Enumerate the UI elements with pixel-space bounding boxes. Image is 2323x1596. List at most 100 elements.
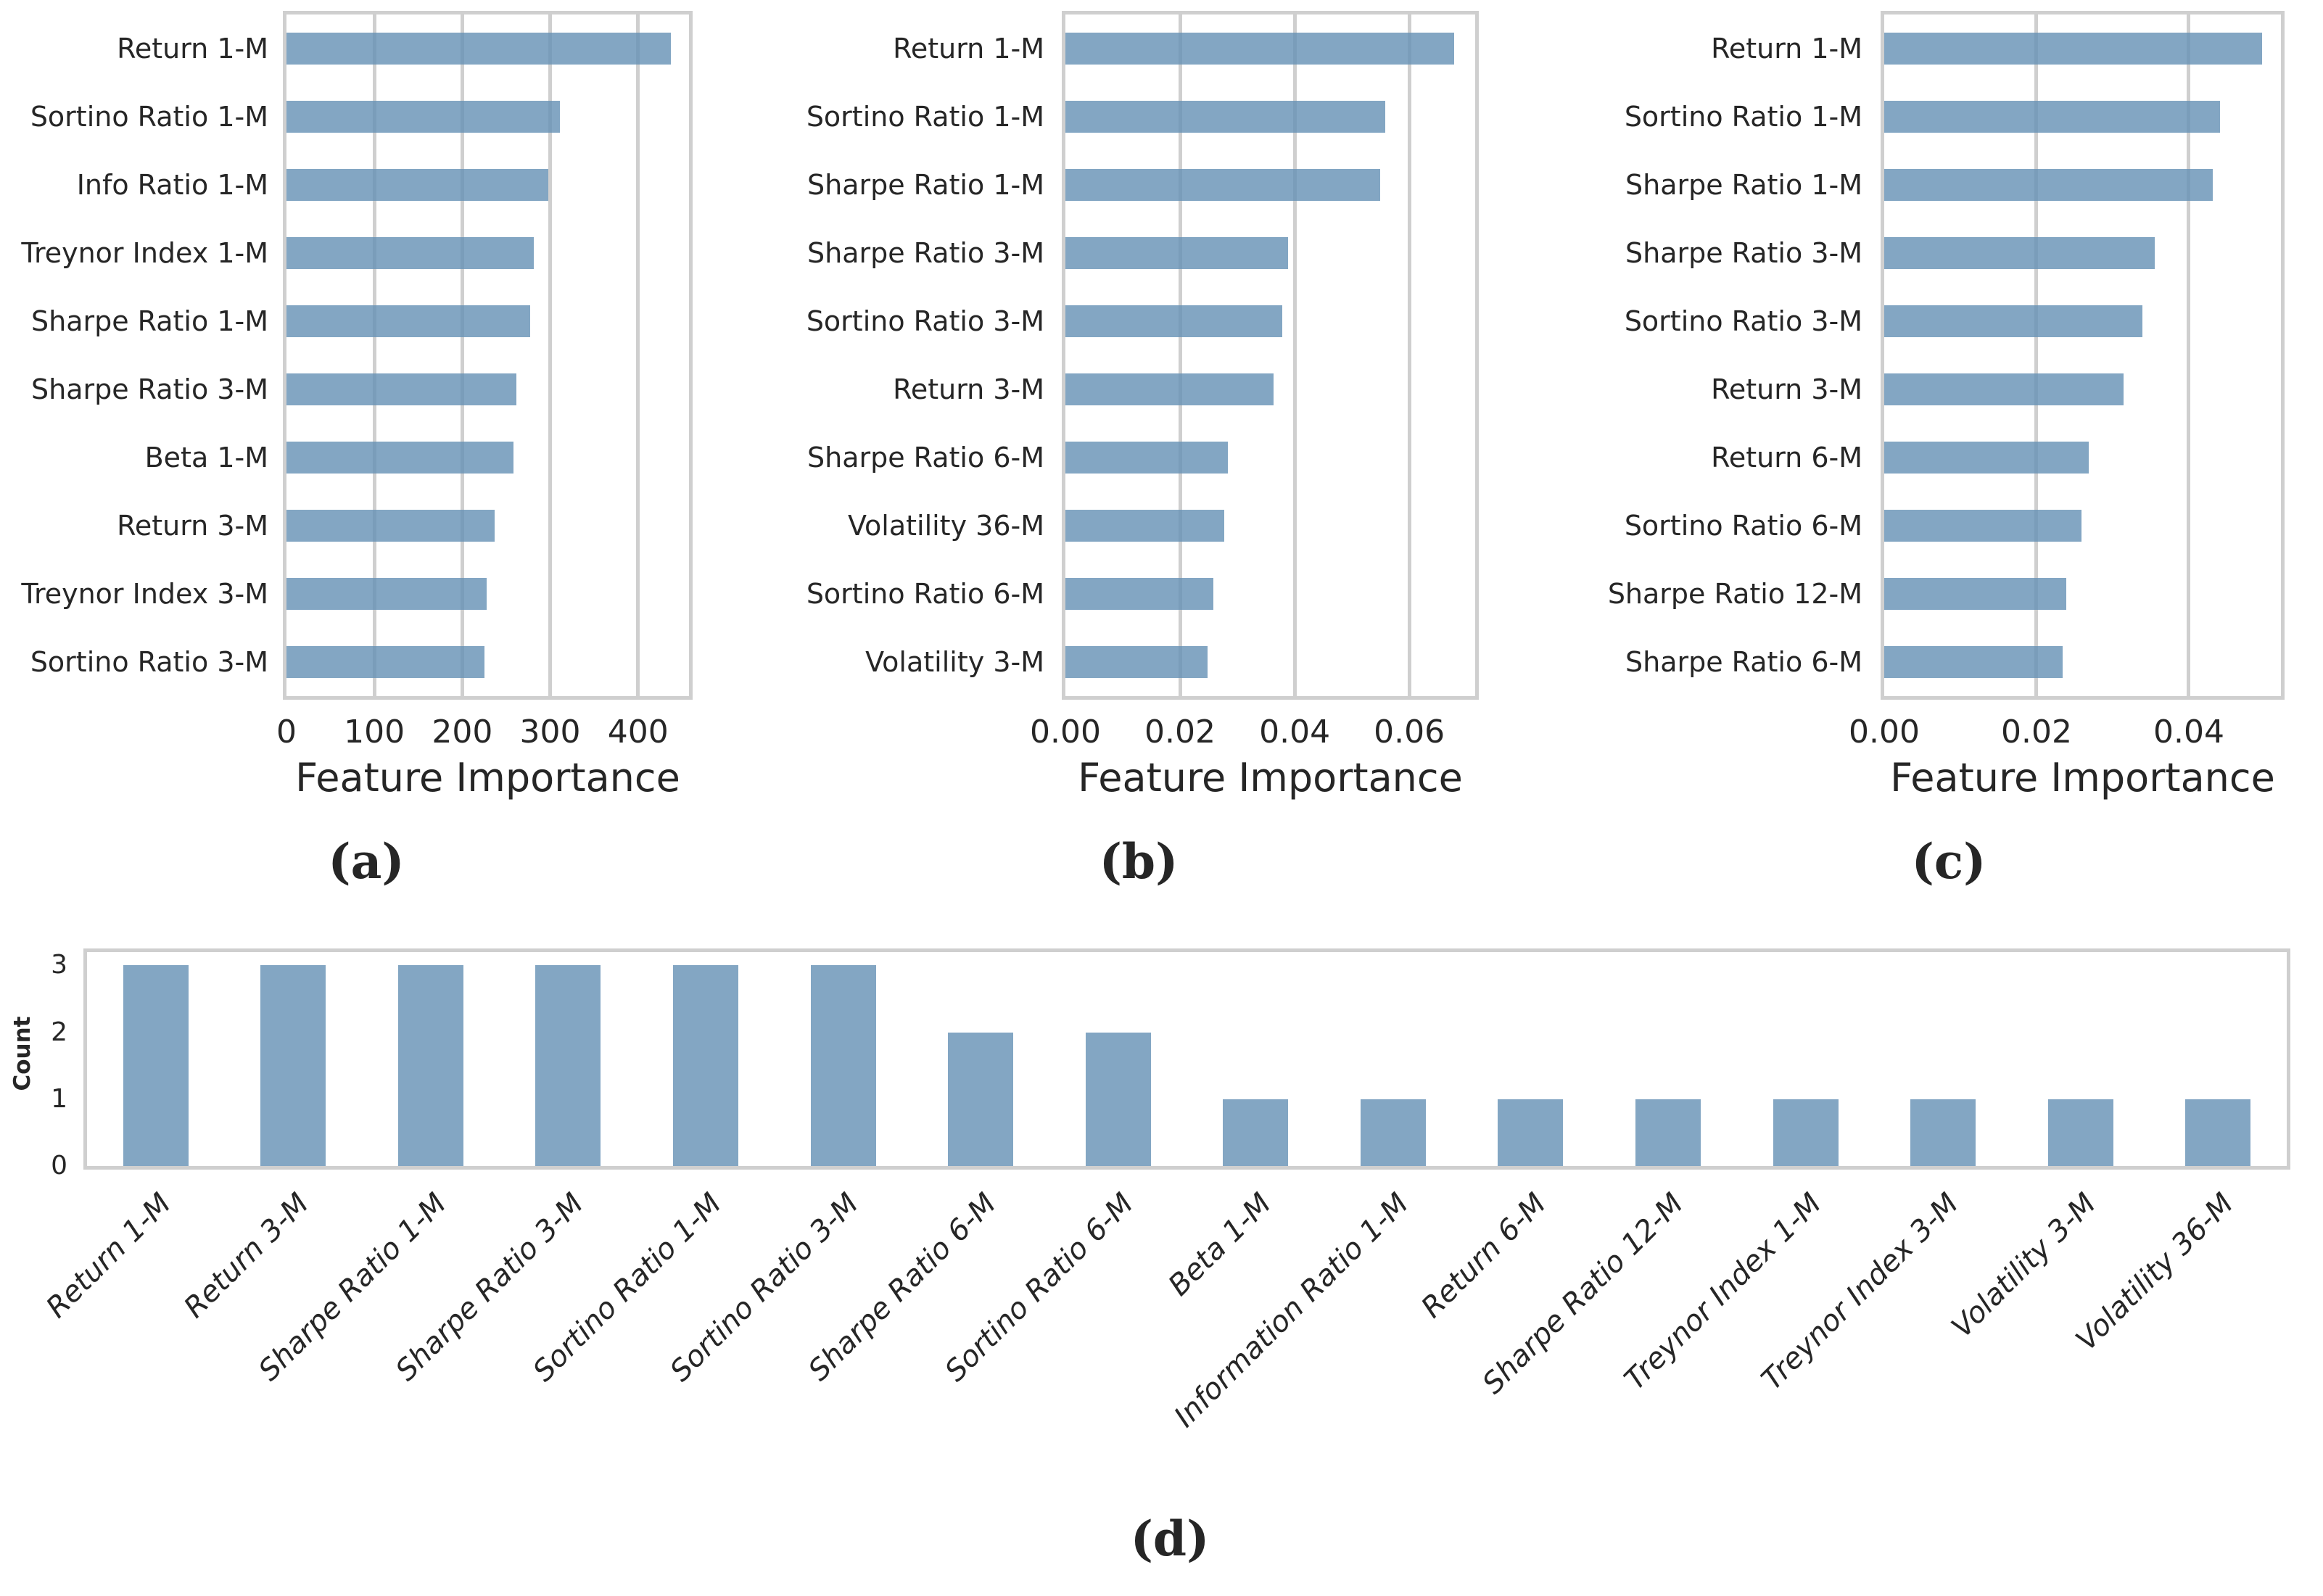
- category-label-return-3-m: Return 3-M: [117, 510, 268, 542]
- category-label-sharpe-ratio-1-m: Sharpe Ratio 1-M: [806, 169, 1044, 201]
- x-axis-title-a: Feature Importance: [295, 755, 680, 801]
- x-tick-a-300: 300: [519, 714, 581, 751]
- subfigure-caption-b: (b): [1099, 833, 1179, 890]
- x-tick-c-0.02: 0.02: [2000, 714, 2072, 751]
- category-label-sortino-ratio-1-m: Sortino Ratio 1-M: [30, 101, 268, 133]
- bar-treynor-index-3-m: [1910, 1099, 1976, 1166]
- y-tick-d-0: 0: [51, 1151, 67, 1181]
- category-label-sharpe-ratio-12-m: Sharpe Ratio 12-M: [1607, 578, 1862, 610]
- x-tick-b-0.04: 0.04: [1259, 714, 1331, 751]
- plot-area-a: [283, 11, 693, 700]
- bar-return-1-m: [1884, 33, 2262, 65]
- x-tick-b-0.06: 0.06: [1374, 714, 1445, 751]
- bar-treynor-index-1-m: [286, 237, 534, 269]
- bar-information-ratio-1-m: [1360, 1099, 1426, 1166]
- x-axis-title-c: Feature Importance: [1890, 755, 2275, 801]
- bar-sharpe-ratio-3-m: [1884, 237, 2155, 269]
- category-label-volatility-36-m: Volatility 36-M: [847, 510, 1044, 542]
- bar-volatility-36-m: [1065, 510, 1224, 542]
- x-category-label-return-3-m: Return 3-M: [178, 1186, 315, 1325]
- bar-volatility-3-m: [2047, 1099, 2113, 1166]
- gridline-c-0.02: [2034, 15, 2039, 696]
- bar-sharpe-ratio-12-m: [1635, 1099, 1701, 1166]
- category-label-return-6-m: Return 6-M: [1711, 442, 1862, 474]
- y-tick-d-1: 1: [51, 1083, 67, 1114]
- x-category-label-information-ratio-1-m: Information Ratio 1-M: [1168, 1186, 1416, 1434]
- category-label-sharpe-ratio-6-m: Sharpe Ratio 6-M: [1625, 646, 1862, 678]
- category-label-return-3-m: Return 3-M: [1711, 373, 1862, 405]
- bar-sharpe-ratio-12-m: [1884, 578, 2066, 610]
- x-category-label-beta-1-m: Beta 1-M: [1162, 1186, 1278, 1303]
- x-axis-title-b: Feature Importance: [1078, 755, 1463, 801]
- bar-sharpe-ratio-6-m: [948, 1032, 1014, 1166]
- y-tick-d-2: 2: [51, 1017, 67, 1047]
- bar-sharpe-ratio-1-m: [397, 965, 463, 1166]
- bar-sortino-ratio-1-m: [1884, 101, 2220, 133]
- bar-sharpe-ratio-1-m: [286, 305, 530, 337]
- category-label-sortino-ratio-3-m: Sortino Ratio 3-M: [1624, 305, 1862, 337]
- category-label-return-1-m: Return 1-M: [1711, 33, 1862, 65]
- bar-sharpe-ratio-1-m: [1065, 169, 1380, 201]
- bar-sortino-ratio-3-m: [810, 965, 876, 1166]
- bar-return-6-m: [1498, 1099, 1564, 1166]
- category-label-sortino-ratio-1-m: Sortino Ratio 1-M: [1624, 101, 1862, 133]
- x-tick-a-0: 0: [276, 714, 297, 751]
- bar-return-3-m: [260, 965, 326, 1166]
- bar-sortino-ratio-3-m: [1884, 305, 2142, 337]
- gridline-a-200: [460, 15, 464, 696]
- gridline-b-0.06: [1407, 15, 1411, 696]
- gridline-b-0.04: [1292, 15, 1297, 696]
- bar-return-6-m: [1884, 442, 2089, 474]
- bar-sortino-ratio-3-m: [286, 646, 484, 678]
- bar-sharpe-ratio-3-m: [1065, 237, 1288, 269]
- bar-return-3-m: [286, 510, 495, 542]
- gridline-a-100: [372, 15, 376, 696]
- category-label-return-1-m: Return 1-M: [893, 33, 1044, 65]
- bar-volatility-3-m: [1065, 646, 1208, 678]
- bar-return-3-m: [1884, 373, 2124, 405]
- gridline-a-400: [636, 15, 640, 696]
- subfigure-caption-c: (c): [1911, 833, 1986, 890]
- x-tick-b-0.02: 0.02: [1144, 714, 1216, 751]
- gridline-a-300: [548, 15, 553, 696]
- bar-beta-1-m: [286, 442, 513, 474]
- bar-sortino-ratio-6-m: [1085, 1032, 1151, 1166]
- bar-return-1-m: [286, 33, 671, 65]
- bar-sortino-ratio-3-m: [1065, 305, 1282, 337]
- subfigure-caption-a: (a): [328, 833, 405, 890]
- plot-area-c: [1881, 11, 2285, 700]
- category-label-sortino-ratio-1-m: Sortino Ratio 1-M: [806, 101, 1044, 133]
- gridline-c-0.04: [2187, 15, 2191, 696]
- category-label-sortino-ratio-3-m: Sortino Ratio 3-M: [30, 646, 268, 678]
- category-label-return-3-m: Return 3-M: [893, 373, 1044, 405]
- category-label-volatility-3-m: Volatility 3-M: [865, 646, 1044, 678]
- subfigure-caption-d: (d): [1130, 1510, 1210, 1567]
- bar-volatility-36-m: [2185, 1099, 2251, 1166]
- plot-area-d: [83, 948, 2290, 1170]
- bar-return-3-m: [1065, 373, 1274, 405]
- x-tick-c-0.00: 0.00: [1849, 714, 1920, 751]
- bar-sortino-ratio-6-m: [1884, 510, 2081, 542]
- category-label-treynor-index-3-m: Treynor Index 3-M: [21, 578, 268, 610]
- bar-sharpe-ratio-1-m: [1884, 169, 2213, 201]
- category-label-sharpe-ratio-3-m: Sharpe Ratio 3-M: [1625, 237, 1862, 269]
- category-label-sortino-ratio-6-m: Sortino Ratio 6-M: [1624, 510, 1862, 542]
- bar-sortino-ratio-1-m: [1065, 101, 1385, 133]
- x-tick-a-200: 200: [432, 714, 493, 751]
- bar-sortino-ratio-6-m: [1065, 578, 1213, 610]
- bar-sharpe-ratio-6-m: [1884, 646, 2063, 678]
- x-tick-a-100: 100: [344, 714, 405, 751]
- category-label-sharpe-ratio-3-m: Sharpe Ratio 3-M: [30, 373, 268, 405]
- bar-treynor-index-3-m: [286, 578, 487, 610]
- bar-beta-1-m: [1223, 1099, 1289, 1166]
- x-category-label-return-1-m: Return 1-M: [40, 1186, 178, 1325]
- gridline-b-0.02: [1178, 15, 1182, 696]
- bar-sortino-ratio-1-m: [673, 965, 739, 1166]
- category-label-sharpe-ratio-3-m: Sharpe Ratio 3-M: [806, 237, 1044, 269]
- bar-sharpe-ratio-6-m: [1065, 442, 1228, 474]
- bar-info-ratio-1-m: [286, 169, 549, 201]
- bar-sharpe-ratio-3-m: [286, 373, 517, 405]
- bar-treynor-index-1-m: [1773, 1099, 1839, 1166]
- category-label-return-1-m: Return 1-M: [117, 33, 268, 65]
